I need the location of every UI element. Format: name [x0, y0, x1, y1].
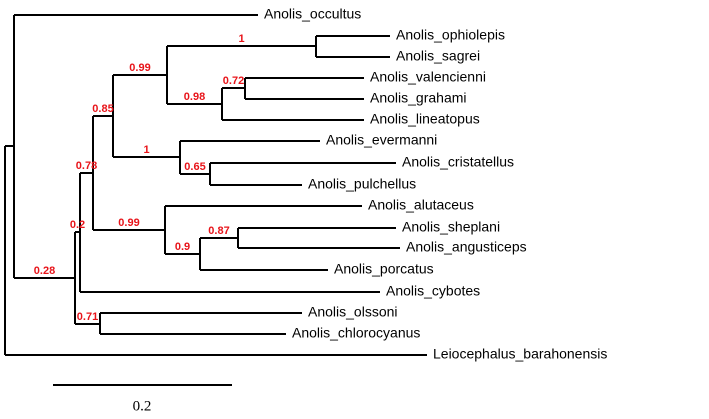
taxon-label: Anolis_angusticeps [406, 239, 527, 255]
taxon-label: Anolis_chlorocyanus [292, 325, 420, 341]
taxon-label: Anolis_occultus [264, 6, 361, 22]
support-value: 0.85 [92, 103, 113, 115]
taxon-label: Anolis_evermanni [326, 132, 437, 148]
taxon-label: Anolis_grahami [370, 90, 467, 106]
taxon-label: Anolis_cybotes [386, 283, 480, 299]
taxon-label: Anolis_sheplani [402, 219, 500, 235]
taxon-label: Anolis_olssoni [308, 304, 398, 320]
taxon-label: Anolis_ophiolepis [396, 27, 505, 43]
support-value: 0.87 [208, 225, 229, 237]
support-value: 0.9 [175, 241, 190, 253]
support-value: 0.99 [129, 62, 150, 74]
taxon-label: Anolis_valencienni [370, 69, 486, 85]
taxon-label: Leiocephalus_barahonensis [433, 346, 607, 362]
taxon-label: Anolis_porcatus [334, 261, 434, 277]
support-value: 0.78 [76, 160, 97, 172]
support-value: 0.99 [118, 217, 139, 229]
taxon-label: Anolis_pulchellus [308, 176, 416, 192]
support-value: 0.98 [184, 91, 205, 103]
scale-label: 0.2 [133, 398, 152, 414]
support-value: 0.2 [70, 219, 85, 231]
support-value: 1 [143, 144, 149, 156]
support-value: 0.65 [184, 161, 205, 173]
taxon-label: Anolis_lineatopus [370, 111, 480, 127]
support-value: 1 [238, 33, 244, 45]
taxon-label: Anolis_cristatellus [402, 154, 514, 170]
support-value: 0.28 [34, 265, 55, 277]
support-value: 0.72 [223, 75, 244, 87]
support-value: 0.71 [77, 311, 98, 323]
taxon-label: Anolis_sagrei [396, 48, 480, 64]
taxon-label: Anolis_alutaceus [368, 197, 474, 213]
